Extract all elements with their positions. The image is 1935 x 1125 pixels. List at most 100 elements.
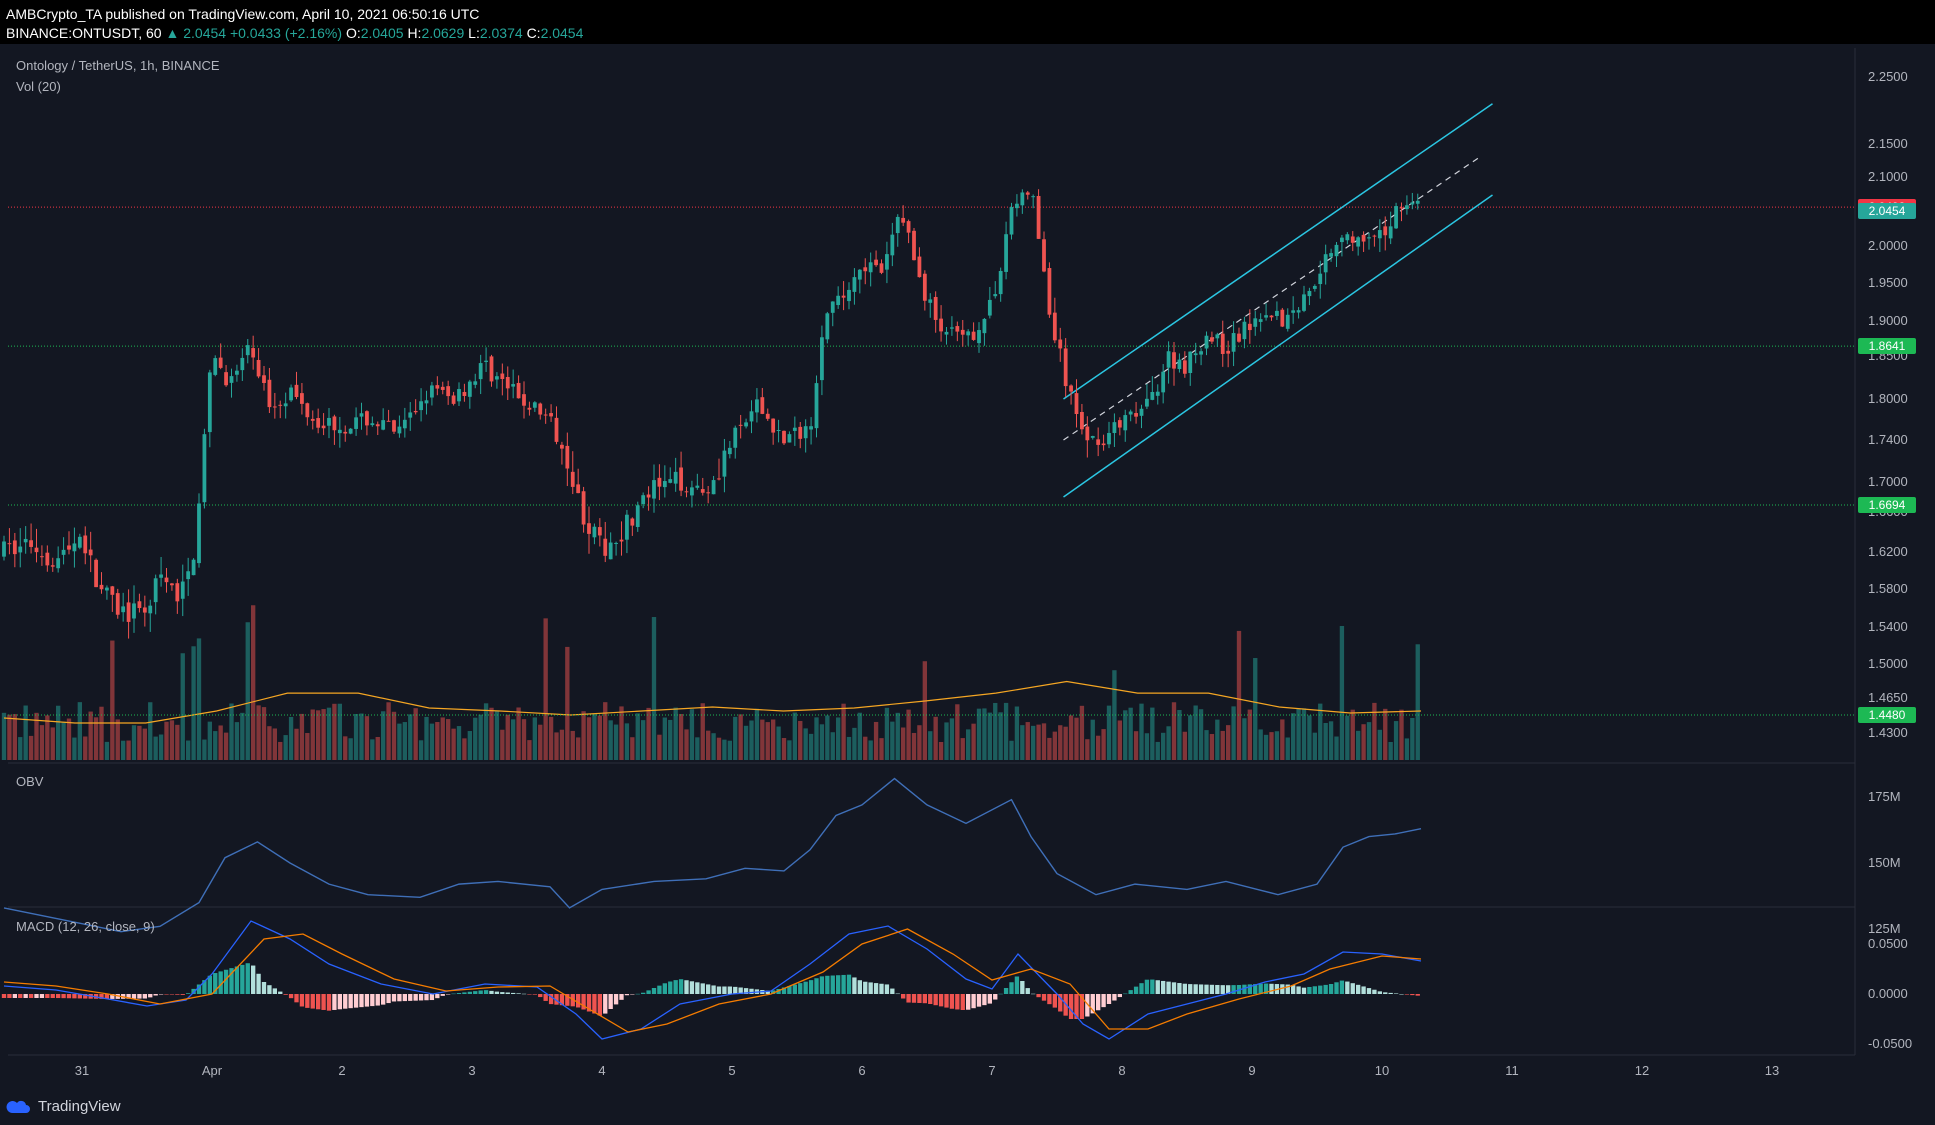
macd-histogram-bar: [256, 973, 261, 994]
candle-body: [110, 586, 115, 595]
candle-body: [1069, 385, 1073, 392]
signal-line: [3, 928, 1422, 1033]
open-label: O:: [345, 25, 361, 41]
volume-bar: [1068, 715, 1074, 760]
candle-body: [1063, 348, 1068, 387]
macd-histogram-bar: [294, 994, 299, 1003]
candle-body: [56, 558, 61, 569]
candle-body: [224, 372, 228, 386]
macd-histogram-bar: [1361, 986, 1366, 994]
y-tick-label: 2.0000: [1868, 238, 1908, 253]
candle-body: [1242, 321, 1247, 340]
candle-body: [1367, 237, 1371, 239]
volume-bar: [1031, 725, 1036, 760]
macd-histogram-bar: [321, 994, 326, 1010]
y-tick-label: 1.5400: [1868, 619, 1908, 634]
macd-histogram-bar: [142, 994, 147, 999]
obv-line: [3, 777, 1422, 933]
candle-body: [1334, 244, 1339, 257]
volume-bar: [424, 716, 429, 760]
chart-canvas[interactable]: 175M 150M 125M 0.0500 0.0000 -0.0500 2.2500 2…: [0, 44, 1935, 1093]
macd-histogram-bar: [370, 994, 375, 1007]
volume-bar: [1009, 740, 1014, 760]
macd-histogram-bar: [1220, 985, 1225, 994]
macd-histogram-bar: [1193, 984, 1198, 994]
candle-body: [684, 491, 689, 493]
macd-histogram-bar: [814, 978, 819, 994]
candle-body: [863, 267, 868, 272]
volume-bar: [1150, 707, 1155, 760]
volume-bar: [592, 714, 597, 760]
volume-bar: [808, 733, 814, 760]
macd-histogram-bar: [1085, 994, 1090, 1017]
candle-body: [830, 301, 835, 313]
volume-bar: [1020, 725, 1025, 760]
volume-bar: [261, 707, 267, 760]
volume-bar: [467, 731, 472, 760]
volume-bar: [381, 711, 386, 760]
candle-body: [191, 559, 196, 576]
candle-body: [218, 357, 223, 368]
candle-body: [1193, 353, 1198, 356]
volume-bar: [1301, 708, 1307, 760]
volume-bar: [1123, 710, 1128, 760]
volume-bar: [966, 729, 971, 760]
volume-bar: [825, 715, 830, 760]
volume-bars: [1, 605, 1420, 760]
macd-histogram-bar: [657, 985, 662, 994]
macd-histogram-bar: [7, 994, 12, 998]
macd-histogram-bar: [23, 994, 28, 998]
candle-body: [522, 394, 526, 406]
volume-bar: [456, 726, 462, 760]
macd-histogram-bar: [559, 994, 565, 1006]
candle-body: [451, 395, 456, 404]
candle-body: [2, 541, 6, 557]
candle-body: [1345, 234, 1350, 241]
macd-histogram-bar: [521, 993, 527, 995]
candle-body: [592, 526, 597, 538]
macd-histogram-bar: [673, 980, 678, 994]
candle-body: [386, 420, 391, 422]
candle-body: [1139, 408, 1144, 416]
volume-bar: [543, 618, 548, 760]
macd-histogram-bar: [1074, 994, 1079, 1019]
volume-bar: [191, 646, 196, 760]
volume-bar: [532, 717, 537, 760]
axes: 2.25002.15002.10002.05002.00001.95001.90…: [75, 69, 1908, 1078]
macd-histogram-bar: [1166, 981, 1171, 994]
candle-body: [760, 397, 765, 414]
volume-bar: [1291, 713, 1296, 760]
candle-body: [1388, 226, 1393, 239]
macd-histogram-bar: [1188, 984, 1193, 994]
volume-bar: [700, 703, 705, 760]
volume-bar: [88, 711, 93, 760]
volume-bar: [917, 725, 922, 760]
volume-bar: [440, 717, 445, 760]
volume-bar: [462, 738, 467, 760]
candle-body: [1383, 226, 1388, 236]
candle-body: [1080, 411, 1084, 430]
macd-histogram-bar: [1150, 979, 1155, 994]
volume-bar: [516, 707, 521, 760]
candle-body: [115, 593, 120, 615]
candle-body: [235, 370, 239, 375]
volume-bar: [332, 703, 337, 760]
volume-bar: [418, 740, 424, 760]
candle-body: [305, 403, 310, 418]
candle-body: [430, 385, 434, 398]
channel-middle: [1063, 156, 1480, 441]
volume-bar: [1171, 702, 1177, 760]
macd-histogram-bar: [240, 964, 245, 994]
candle-body: [868, 262, 873, 273]
macd-histogram-bar: [716, 986, 722, 994]
volume-bar: [1339, 625, 1345, 760]
candle-body: [614, 542, 618, 544]
candle-body: [690, 487, 694, 496]
macd-histogram-bar: [28, 994, 34, 998]
macd-histogram-bar: [137, 994, 142, 999]
candle-body: [229, 376, 234, 383]
volume-bar: [115, 719, 120, 760]
macd-histogram-bar: [733, 986, 738, 994]
high-value: 2.0629: [421, 25, 465, 41]
tradingview-logo[interactable]: TradingView: [6, 1098, 121, 1115]
